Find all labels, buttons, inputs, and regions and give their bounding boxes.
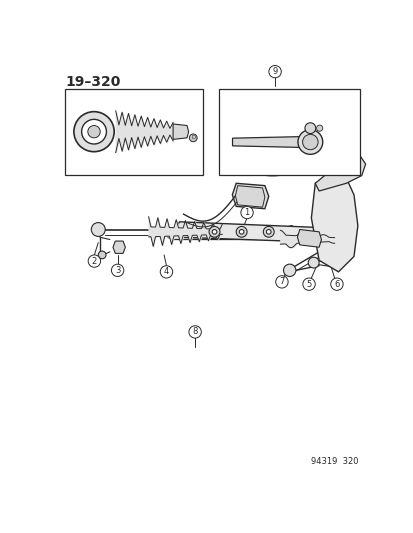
Text: 6: 6: [333, 280, 339, 289]
Text: 7: 7: [278, 277, 284, 286]
Circle shape: [283, 264, 295, 277]
Circle shape: [266, 230, 271, 234]
Circle shape: [88, 125, 100, 138]
Polygon shape: [232, 136, 305, 148]
Circle shape: [239, 230, 243, 234]
Circle shape: [189, 134, 197, 142]
Text: 4: 4: [164, 268, 169, 276]
Polygon shape: [164, 225, 299, 241]
Circle shape: [302, 278, 314, 290]
Polygon shape: [173, 124, 188, 139]
Polygon shape: [235, 185, 264, 207]
Polygon shape: [241, 160, 303, 176]
Text: 5: 5: [306, 280, 311, 289]
Text: 94319  320: 94319 320: [311, 457, 358, 466]
Text: 2: 2: [92, 256, 97, 265]
Circle shape: [304, 123, 315, 134]
Circle shape: [98, 251, 106, 259]
Circle shape: [316, 125, 322, 131]
Circle shape: [91, 223, 105, 237]
Text: 9: 9: [272, 67, 277, 76]
Circle shape: [209, 227, 219, 237]
Circle shape: [268, 66, 280, 78]
Circle shape: [74, 111, 114, 152]
Circle shape: [240, 206, 253, 219]
Polygon shape: [314, 152, 365, 191]
Circle shape: [263, 227, 273, 237]
Bar: [64, 88, 202, 175]
Circle shape: [212, 230, 216, 234]
Polygon shape: [113, 241, 125, 253]
Circle shape: [236, 227, 247, 237]
Text: 3: 3: [115, 266, 120, 275]
Polygon shape: [174, 222, 334, 243]
Circle shape: [160, 265, 172, 278]
Text: 19–320: 19–320: [66, 75, 121, 88]
Circle shape: [308, 257, 318, 268]
Circle shape: [88, 255, 100, 267]
Circle shape: [330, 278, 342, 290]
Text: 1: 1: [244, 208, 249, 217]
Circle shape: [297, 130, 322, 155]
Polygon shape: [311, 175, 357, 272]
Circle shape: [275, 276, 287, 288]
Text: 8: 8: [192, 327, 197, 336]
Circle shape: [111, 264, 123, 277]
Circle shape: [188, 326, 201, 338]
Polygon shape: [297, 230, 320, 247]
Text: D: D: [191, 135, 195, 140]
Bar: [218, 88, 359, 175]
Circle shape: [81, 119, 106, 144]
Polygon shape: [232, 183, 268, 209]
Circle shape: [302, 134, 317, 150]
